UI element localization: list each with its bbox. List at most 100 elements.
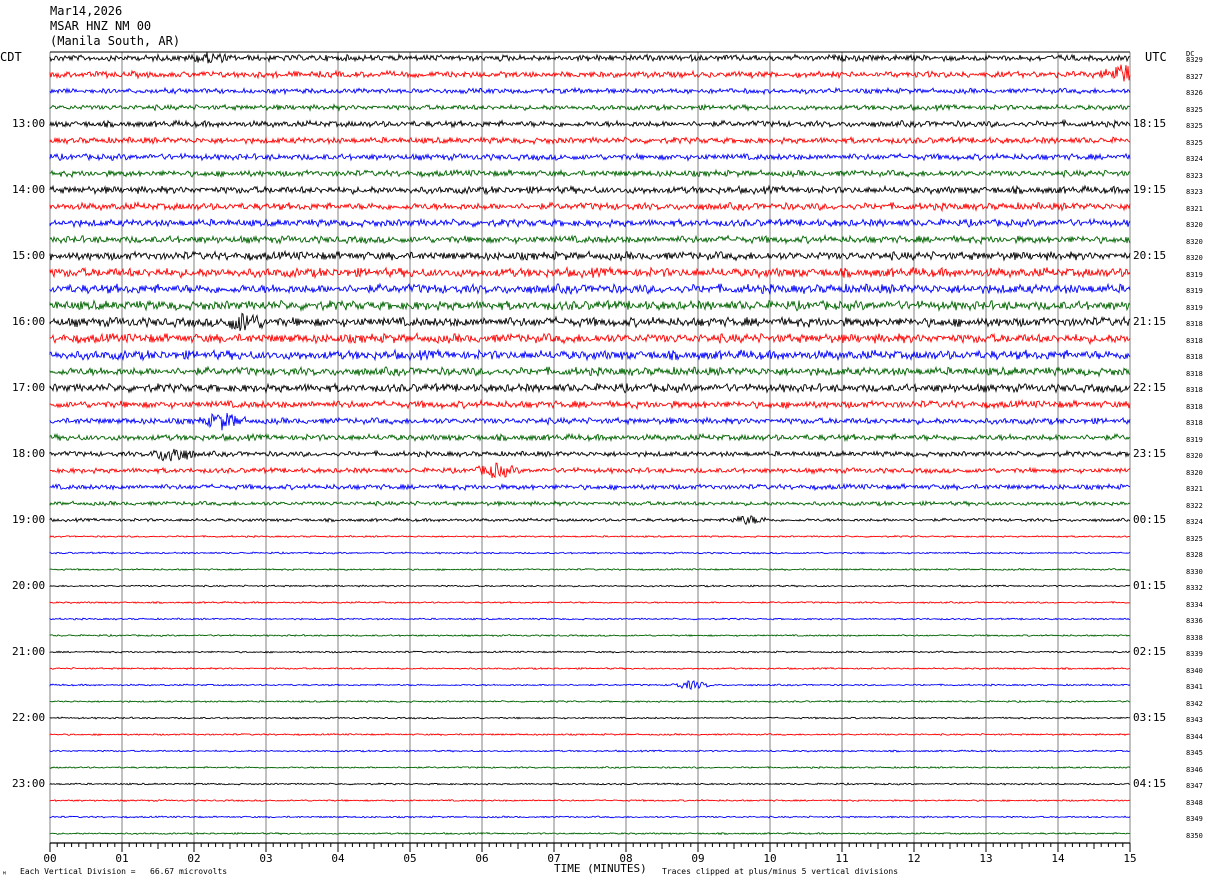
trace-row	[49, 462, 1131, 479]
trace-row	[49, 135, 1131, 146]
clipping-note: Traces clipped at plus/minus 5 vertical …	[662, 867, 899, 876]
utc-hour-label: 23:15	[1133, 447, 1167, 460]
trace-row	[49, 600, 1131, 605]
x-tick-label: 01	[115, 852, 128, 865]
dc-offset-label: 8319	[1186, 287, 1203, 295]
trace-row	[49, 365, 1131, 378]
utc-axis-title: UTC	[1145, 50, 1167, 64]
x-tick-label: 14	[1051, 852, 1065, 865]
x-tick-label: 10	[763, 852, 776, 865]
dc-offset-label: 8324	[1186, 518, 1203, 526]
trace-row	[49, 617, 1131, 621]
x-tick-label: 00	[43, 852, 56, 865]
dc-offset-label: 8325	[1186, 105, 1203, 114]
trace-row	[49, 650, 1131, 654]
trace-row	[49, 815, 1131, 819]
trace-row	[49, 398, 1131, 411]
dc-offset-label: 8321	[1186, 204, 1203, 213]
dc-offset-label: 8345	[1186, 749, 1203, 757]
x-tick-label: 06	[475, 852, 488, 865]
dc-offset-label: 8339	[1186, 650, 1203, 658]
dc-offset-label: 8323	[1186, 171, 1203, 180]
trace-row	[49, 52, 1131, 64]
trace-row	[49, 382, 1131, 395]
trace-row	[49, 499, 1131, 508]
trace-row	[49, 184, 1131, 196]
dc-offset-label: 8318	[1186, 320, 1203, 328]
dc-offset-label: 8320	[1186, 468, 1203, 477]
trace-row	[49, 584, 1131, 588]
utc-hour-label: 03:15	[1133, 711, 1167, 724]
dc-offset-label: 8347	[1186, 782, 1203, 790]
dc-offset-label: 8318	[1186, 402, 1203, 411]
trace-row	[49, 64, 1131, 82]
trace-row	[49, 152, 1131, 162]
x-axis-title: TIME (MINUTES)	[554, 862, 647, 875]
trace-row	[49, 168, 1131, 179]
dc-offset-label: 8321	[1186, 485, 1203, 493]
dc-offset-label: 8320	[1186, 254, 1203, 262]
trace-row	[49, 699, 1131, 704]
dc-offset-label: 8334	[1186, 600, 1203, 609]
dc-offset-label: 8325	[1186, 534, 1203, 543]
cdt-hour-label: 15:00	[12, 249, 46, 262]
station-location: (Manila South, AR)	[50, 34, 181, 48]
dc-offset-label: 8319	[1186, 303, 1203, 312]
dc-offset-label: 8341	[1186, 683, 1203, 691]
dc-offset-label: 8349	[1186, 815, 1203, 823]
x-tick-label: 09	[691, 852, 704, 865]
dc-offset-label: 8320	[1186, 237, 1203, 246]
trace-row	[49, 249, 1131, 262]
utc-hour-label: 19:15	[1133, 183, 1167, 196]
footer-mark: ᴹ	[2, 870, 7, 879]
dc-offset-label: 8324	[1186, 155, 1203, 163]
dc-offset-label: 8318	[1186, 386, 1203, 394]
x-tick-label: 08	[619, 852, 632, 865]
station-code: MSAR HNZ NM 00	[50, 19, 152, 33]
dc-offset-label: 8318	[1186, 353, 1203, 361]
cdt-hour-label: 16:00	[12, 315, 46, 328]
grid-lines	[49, 51, 1131, 843]
trace-row	[49, 482, 1131, 492]
trace-row	[49, 233, 1131, 246]
utc-hour-label: 00:15	[1133, 513, 1167, 526]
trace-row	[49, 217, 1131, 229]
utc-hour-label: 01:15	[1133, 579, 1167, 592]
trace-row	[49, 282, 1131, 295]
dc-offset-label: 8322	[1186, 501, 1203, 510]
dc-offset-label: 8318	[1186, 369, 1203, 378]
time-axis: 00 01 02 03 04 05 06 07 08 09 10 11 12 13 14 15	[43, 842, 1137, 865]
trace-row	[49, 567, 1131, 572]
vertical-scale-note: Each Vertical Division = 66.67 microvolt…	[20, 867, 228, 876]
cdt-hour-label: 14:00	[12, 183, 46, 196]
dc-offset-label: 8342	[1186, 699, 1203, 708]
x-tick-label: 04	[331, 852, 345, 865]
dc-offset-label: 8327	[1186, 72, 1203, 81]
utc-hour-label: 04:15	[1133, 777, 1167, 790]
trace-row	[49, 118, 1131, 129]
cdt-hour-label: 19:00	[12, 513, 46, 526]
dc-offset-label: 8350	[1186, 831, 1203, 840]
dc-offset-label: 8348	[1186, 798, 1203, 807]
trace-row	[49, 666, 1131, 671]
dc-offset-label: 8330	[1186, 567, 1203, 576]
trace-row	[49, 312, 1131, 332]
trace-row	[49, 749, 1131, 753]
trace-row	[49, 200, 1131, 213]
dc-offset-label: 8332	[1186, 584, 1203, 592]
trace-row	[49, 331, 1131, 346]
x-tick-label: 12	[907, 852, 920, 865]
dc-offset-label: 8326	[1186, 89, 1203, 97]
cdt-hour-label: 20:00	[12, 579, 46, 592]
cdt-hour-label: 21:00	[12, 645, 46, 658]
x-tick-label: 03	[259, 852, 272, 865]
trace-row	[49, 299, 1131, 313]
trace-row	[49, 534, 1130, 539]
cdt-hour-label: 22:00	[12, 711, 46, 724]
dc-offset-label: 8323	[1186, 188, 1203, 196]
dc-offset-label: 8318	[1186, 336, 1203, 345]
utc-hour-label: 02:15	[1133, 645, 1167, 658]
dc-column-title: DC	[1186, 50, 1195, 58]
trace-row	[49, 432, 1131, 443]
